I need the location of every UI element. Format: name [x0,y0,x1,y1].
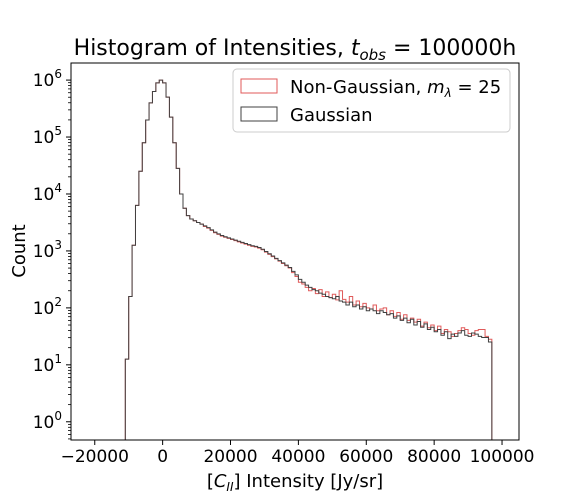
y-tick-label: 104 [33,181,62,205]
x-axis-label: [CII] Intensity [Jy/sr] [207,471,383,494]
y-tick-label: 100 [33,409,62,433]
y-tick-label: 101 [33,352,62,376]
legend-label-gaussian: Gaussian [290,105,373,126]
x-tick-label: 20000 [203,447,257,467]
x-tick-label: −20000 [61,447,129,467]
x-tick-label: 40000 [271,447,325,467]
y-tick-label: 106 [33,67,62,91]
plot-frame [70,62,520,441]
x-tick-label: 0 [157,447,168,467]
chart-title: Histogram of Intensities, tobs = 100000h [74,36,517,64]
series-layer [121,79,493,441]
legend-swatch-non-gaussian [240,78,278,94]
x-tick-label: 100000 [470,447,535,467]
x-tick-label: 80000 [407,447,461,467]
legend-swatch-gaussian [240,106,278,122]
y-tick-label: 105 [33,124,62,148]
x-tick-label: 60000 [339,447,393,467]
legend-box [232,68,511,133]
y-axis: 100 101 102 103 104 105 106 [33,67,71,440]
y-axis-label: Count [9,224,30,277]
series-0-step-line [121,79,493,441]
series-1-step-line [121,79,493,441]
legend: Non-Gaussian, mλ = 25 Gaussian [232,68,511,133]
legend-label-non-gaussian: Non-Gaussian, mλ = 25 [290,77,501,100]
x-axis: −20000 0 20000 40000 60000 80000 100000 [61,440,535,467]
y-tick-label: 102 [33,295,62,319]
y-tick-label: 103 [33,238,62,262]
